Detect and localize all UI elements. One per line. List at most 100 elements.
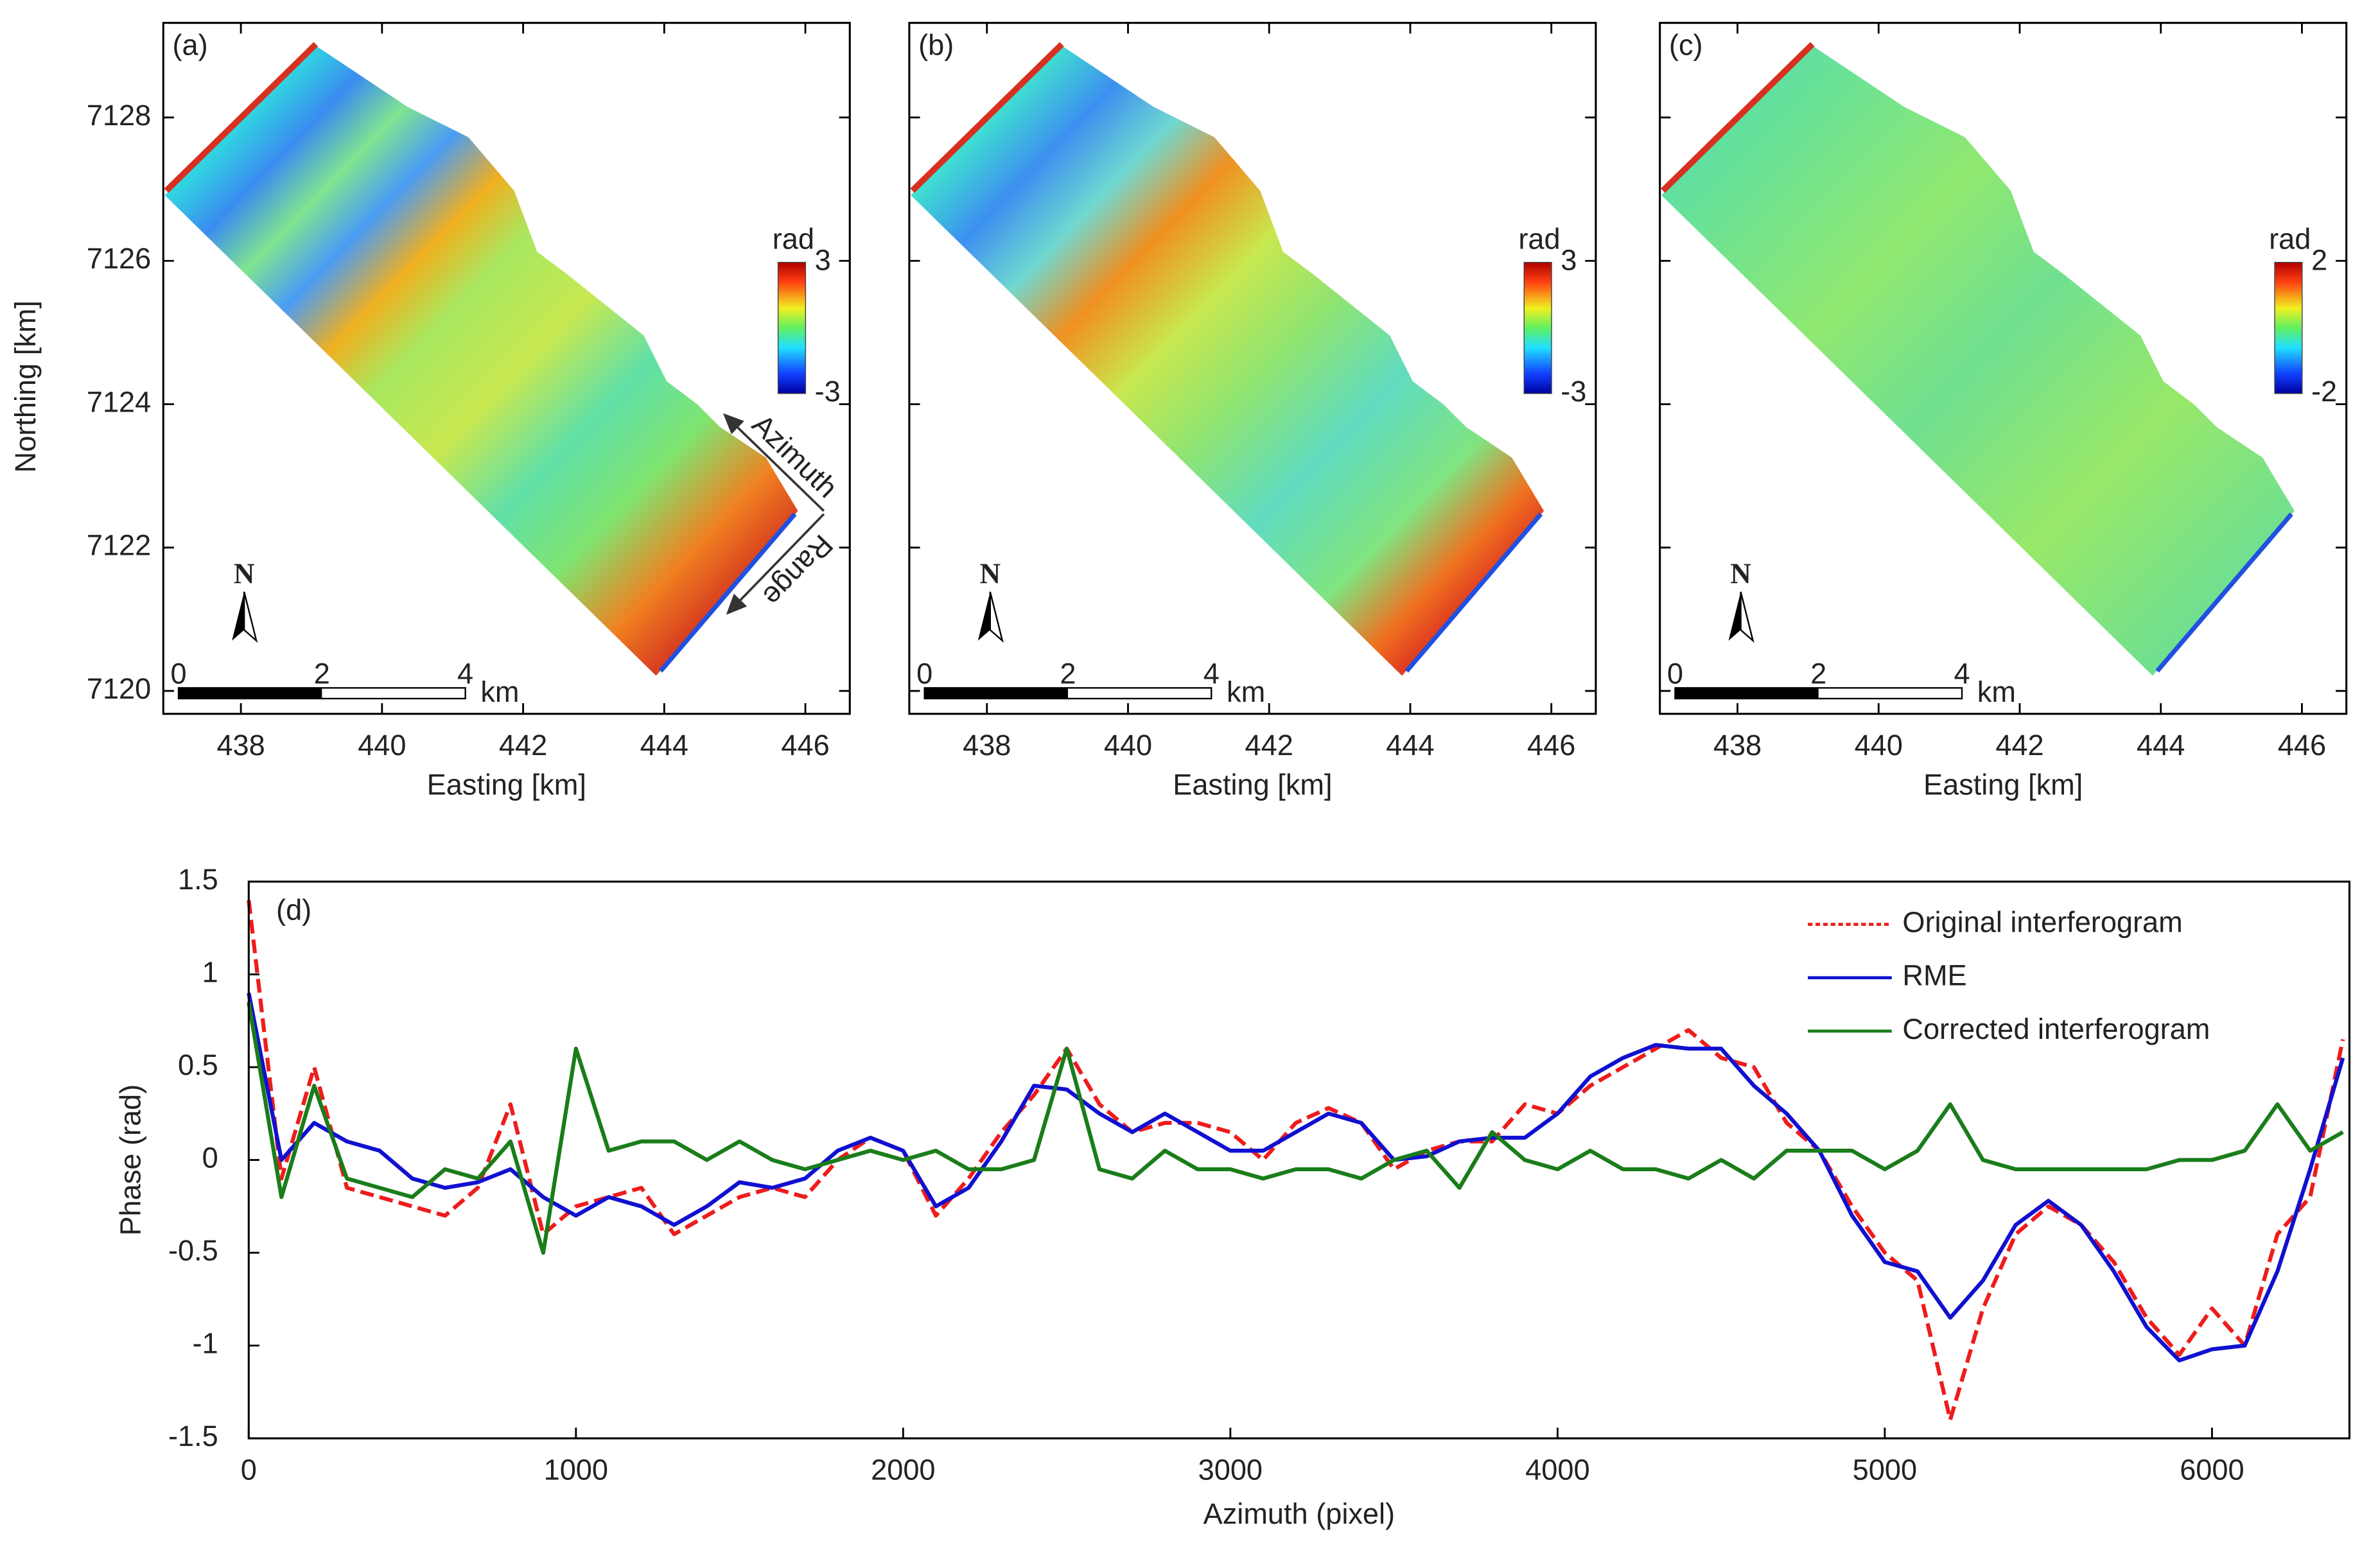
x-tick-label: 442 bbox=[1245, 729, 1293, 762]
scale-bar-label: 0 bbox=[170, 657, 186, 690]
scale-bar-label: 2 bbox=[1810, 657, 1826, 690]
scale-bar-label: 0 bbox=[916, 657, 932, 690]
scale-bar-label: 2 bbox=[314, 657, 330, 690]
north-arrow bbox=[989, 591, 1004, 643]
scale-bar-fill bbox=[1675, 688, 1819, 699]
x-tick-label: 5000 bbox=[1853, 1453, 1917, 1486]
y-axis-label: Phase (rad) bbox=[114, 1084, 147, 1236]
north-arrow bbox=[1728, 591, 1741, 641]
y-tick-label: -0.5 bbox=[168, 1234, 218, 1267]
colorbar-label: rad bbox=[773, 222, 814, 255]
x-tick-label: 442 bbox=[499, 729, 547, 762]
x-tick-label: 3000 bbox=[1198, 1453, 1263, 1486]
x-tick-label: 440 bbox=[1104, 729, 1152, 762]
swath bbox=[911, 46, 1544, 676]
x-axis-label: Easting [km] bbox=[1923, 769, 2083, 801]
scale-bar-label: 4 bbox=[1954, 657, 1970, 690]
swath-edge bbox=[658, 512, 797, 673]
scale-bar-unit: km bbox=[480, 675, 519, 708]
colorbar-label: rad bbox=[2269, 222, 2311, 255]
y-tick-label: 7124 bbox=[87, 385, 151, 418]
colorbar-label: rad bbox=[1518, 222, 1560, 255]
scale-bar-label: 4 bbox=[1203, 657, 1220, 690]
colorbar-tick-label: -3 bbox=[1561, 375, 1586, 408]
colorbar-tick-label: -3 bbox=[815, 375, 841, 408]
swath-edge bbox=[2155, 512, 2293, 673]
map-image bbox=[164, 42, 798, 676]
x-tick-label: 444 bbox=[1386, 729, 1434, 762]
axes-frame bbox=[908, 22, 1597, 715]
legend-label: Original interferogram bbox=[1902, 905, 2182, 938]
colorbar bbox=[1523, 261, 1552, 394]
legend-label: Corrected interferogram bbox=[1902, 1013, 2210, 1045]
colorbar bbox=[2274, 261, 2303, 394]
x-tick-label: 442 bbox=[1995, 729, 2043, 762]
data-line bbox=[247, 992, 2345, 1363]
colorbar-tick-label: 3 bbox=[815, 244, 831, 277]
panel-label: (a) bbox=[173, 29, 208, 62]
scale-bar-fill bbox=[179, 688, 322, 699]
x-axis-label: Easting [km] bbox=[427, 769, 586, 801]
x-tick-label: 1000 bbox=[544, 1453, 608, 1486]
north-arrow bbox=[232, 591, 245, 641]
x-tick-label: 0 bbox=[241, 1453, 257, 1486]
north-arrow bbox=[1740, 591, 1754, 643]
y-tick-label: 1 bbox=[202, 955, 218, 988]
x-tick-label: 446 bbox=[2278, 729, 2326, 762]
x-axis-label: Azimuth (pixel) bbox=[1203, 1497, 1395, 1530]
panel-label: (d) bbox=[276, 893, 311, 926]
swath bbox=[164, 46, 798, 676]
data-line bbox=[247, 900, 2345, 1422]
y-tick-label: 7120 bbox=[87, 672, 151, 705]
north-arrow bbox=[977, 591, 990, 641]
x-tick-label: 446 bbox=[1527, 729, 1575, 762]
y-tick-label: 7128 bbox=[87, 99, 151, 132]
axes-frame bbox=[247, 880, 2350, 1440]
scale-bar-label: 4 bbox=[457, 657, 473, 690]
colorbar bbox=[777, 261, 807, 394]
x-tick-label: 438 bbox=[1713, 729, 1762, 762]
x-tick-label: 446 bbox=[781, 729, 829, 762]
north-label: N bbox=[980, 557, 1001, 589]
colorbar-tick-label: -2 bbox=[2311, 375, 2337, 408]
x-tick-label: 4000 bbox=[1525, 1453, 1589, 1486]
range-arrow bbox=[726, 513, 825, 615]
swath-edge bbox=[164, 42, 319, 193]
x-tick-label: 444 bbox=[2137, 729, 2185, 762]
y-axis-label: Northing [km] bbox=[9, 300, 42, 473]
swath-edge bbox=[1661, 42, 1815, 193]
panel-label: (c) bbox=[1669, 29, 1703, 62]
scale-bar-label: 0 bbox=[1667, 657, 1683, 690]
scale-bar-unit: km bbox=[1977, 675, 2016, 708]
x-tick-label: 444 bbox=[640, 729, 688, 762]
y-tick-label: 0.5 bbox=[178, 1049, 218, 1081]
data-line bbox=[247, 1002, 2344, 1255]
x-tick-label: 438 bbox=[216, 729, 265, 762]
y-tick-label: -1.5 bbox=[168, 1420, 218, 1452]
north-label: N bbox=[1730, 557, 1751, 589]
x-tick-label: 6000 bbox=[2180, 1453, 2244, 1486]
swath-edge bbox=[910, 42, 1064, 193]
x-tick-label: 438 bbox=[963, 729, 1011, 762]
north-label: N bbox=[234, 557, 255, 589]
axes-frame bbox=[162, 22, 851, 715]
y-tick-label: 1.5 bbox=[178, 863, 218, 896]
azimuth-arrow bbox=[722, 413, 825, 512]
y-tick-label: 7126 bbox=[87, 242, 151, 275]
scale-bar-unit: km bbox=[1227, 675, 1265, 708]
x-tick-label: 440 bbox=[358, 729, 406, 762]
colorbar-tick-label: 2 bbox=[2311, 244, 2327, 277]
y-tick-label: 0 bbox=[202, 1142, 218, 1174]
y-tick-label: 7122 bbox=[87, 529, 151, 562]
legend-label: RME bbox=[1902, 959, 1966, 992]
x-tick-label: 440 bbox=[1855, 729, 1903, 762]
swath bbox=[1661, 46, 2295, 676]
map-image bbox=[1661, 42, 2295, 676]
north-arrow bbox=[243, 591, 258, 643]
x-tick-label: 2000 bbox=[871, 1453, 935, 1486]
axes-frame bbox=[1659, 22, 2348, 715]
colorbar-tick-label: 3 bbox=[1561, 244, 1577, 277]
scale-bar-fill bbox=[924, 688, 1068, 699]
scale-bar-label: 2 bbox=[1060, 657, 1076, 690]
